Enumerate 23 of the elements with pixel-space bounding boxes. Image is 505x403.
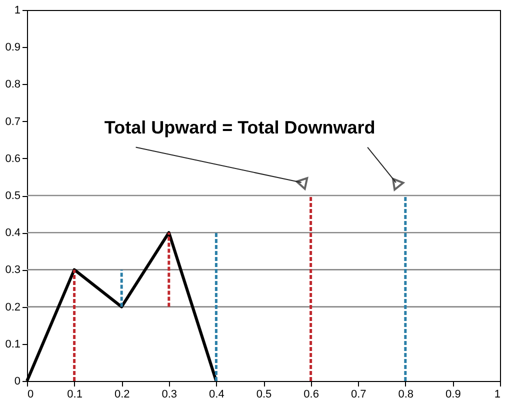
annotation: Total Upward = Total Downward: [104, 118, 376, 138]
y-tick-label: 0.8: [5, 78, 20, 91]
x-tick-label: 0.1: [67, 388, 82, 400]
x-tick-label: 0.5: [256, 388, 272, 400]
y-tick-label: 0.6: [5, 152, 20, 165]
y-tick-label: 0.9: [5, 42, 20, 54]
x-tick-label: 0.3: [162, 388, 178, 400]
y-tick-label: 1: [14, 4, 20, 16]
x-tick-label: 0.9: [446, 388, 461, 400]
x-tick-label: 0.7: [350, 388, 366, 400]
x-tick-label: 0.6: [304, 388, 319, 400]
x-tick-label: 0.2: [114, 388, 130, 400]
x-tick-label: 1: [494, 388, 500, 400]
y-tick-label: 0.5: [5, 190, 20, 202]
x-tick-label: 0: [28, 388, 34, 400]
y-tick-label: 0.3: [5, 264, 20, 276]
x-tick-label: 0.8: [398, 388, 414, 400]
y-tick-label: 0.1: [5, 338, 20, 350]
y-tick-label: 0.4: [5, 227, 20, 240]
x-tick-label: 0.4: [209, 388, 224, 400]
y-tick-label: 0: [14, 376, 20, 388]
y-tick-label: 0.2: [5, 301, 20, 314]
y-tick-label: 0.7: [5, 116, 20, 128]
